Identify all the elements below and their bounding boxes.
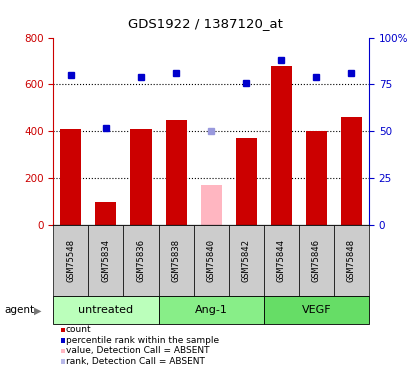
Text: GSM75846: GSM75846	[311, 239, 320, 282]
Text: count: count	[65, 326, 91, 334]
Bar	[95, 202, 116, 225]
Bar	[123, 225, 158, 296]
Bar	[263, 225, 298, 296]
Text: GSM75844: GSM75844	[276, 239, 285, 282]
Bar	[88, 225, 123, 296]
Text: VEGF: VEGF	[301, 305, 330, 315]
Bar	[158, 296, 263, 324]
Bar	[228, 225, 263, 296]
Bar	[165, 120, 186, 225]
Text: Ang-1: Ang-1	[194, 305, 227, 315]
Bar	[130, 129, 151, 225]
Text: GSM75834: GSM75834	[101, 239, 110, 282]
Text: GSM75838: GSM75838	[171, 239, 180, 282]
Text: GSM75548: GSM75548	[66, 239, 75, 282]
Text: agent: agent	[4, 305, 34, 315]
Bar	[333, 225, 368, 296]
Text: GSM75842: GSM75842	[241, 239, 250, 282]
Bar	[305, 131, 326, 225]
Text: GDS1922 / 1387120_at: GDS1922 / 1387120_at	[127, 17, 282, 30]
Text: value, Detection Call = ABSENT: value, Detection Call = ABSENT	[65, 346, 209, 355]
Bar	[53, 225, 88, 296]
Text: rank, Detection Call = ABSENT: rank, Detection Call = ABSENT	[65, 357, 204, 366]
Text: ▶: ▶	[34, 305, 41, 315]
Text: GSM75836: GSM75836	[136, 239, 145, 282]
Bar	[60, 129, 81, 225]
Text: untreated: untreated	[78, 305, 133, 315]
Bar	[340, 117, 361, 225]
Bar	[263, 296, 368, 324]
Bar	[235, 138, 256, 225]
Bar	[193, 225, 228, 296]
Text: GSM75840: GSM75840	[206, 239, 215, 282]
Bar	[298, 225, 333, 296]
Bar	[200, 185, 221, 225]
Text: GSM75848: GSM75848	[346, 239, 355, 282]
Bar	[270, 66, 291, 225]
Text: percentile rank within the sample: percentile rank within the sample	[65, 336, 218, 345]
Bar	[158, 225, 193, 296]
Bar	[53, 296, 158, 324]
